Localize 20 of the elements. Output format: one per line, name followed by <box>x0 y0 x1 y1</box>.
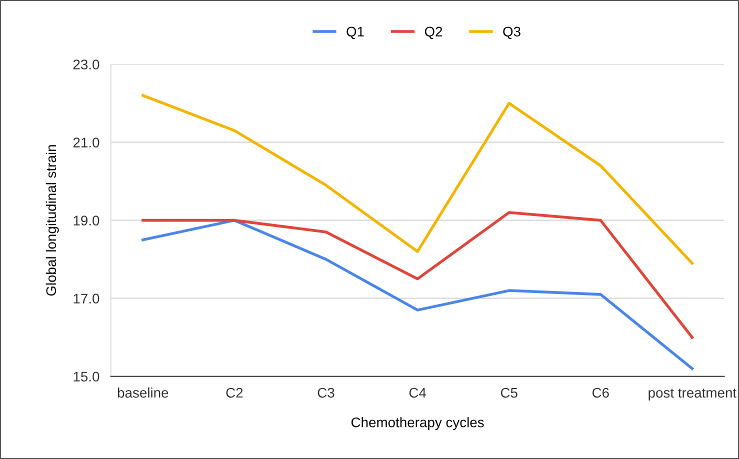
x-tick-label: C2 <box>226 388 243 398</box>
y-tick-label: 21.0 <box>73 138 100 148</box>
line-series <box>142 211 694 339</box>
legend-label: Q2 <box>424 26 442 40</box>
x-tick-label: C6 <box>592 388 609 398</box>
x-tick-label: C4 <box>409 388 426 398</box>
x-axis-title: Chemotherapy cycles <box>351 417 484 430</box>
x-tick-label: post treatment <box>648 388 736 400</box>
y-tick-label: 15.0 <box>74 372 100 382</box>
line-series <box>142 218 694 370</box>
x-tick-label: C5 <box>500 388 518 398</box>
y-tick-label: 17.0 <box>74 294 100 304</box>
legend-label: Q1 <box>346 26 364 40</box>
y-tick-label: 23.0 <box>73 60 100 70</box>
legend-label: Q3 <box>503 26 520 40</box>
y-tick-label: 19.0 <box>74 216 100 226</box>
y-axis-title: Global longitudinal strain <box>46 145 59 296</box>
line-series <box>142 94 694 265</box>
x-tick-label: C3 <box>318 388 334 398</box>
x-tick-label: baseline <box>118 387 168 398</box>
